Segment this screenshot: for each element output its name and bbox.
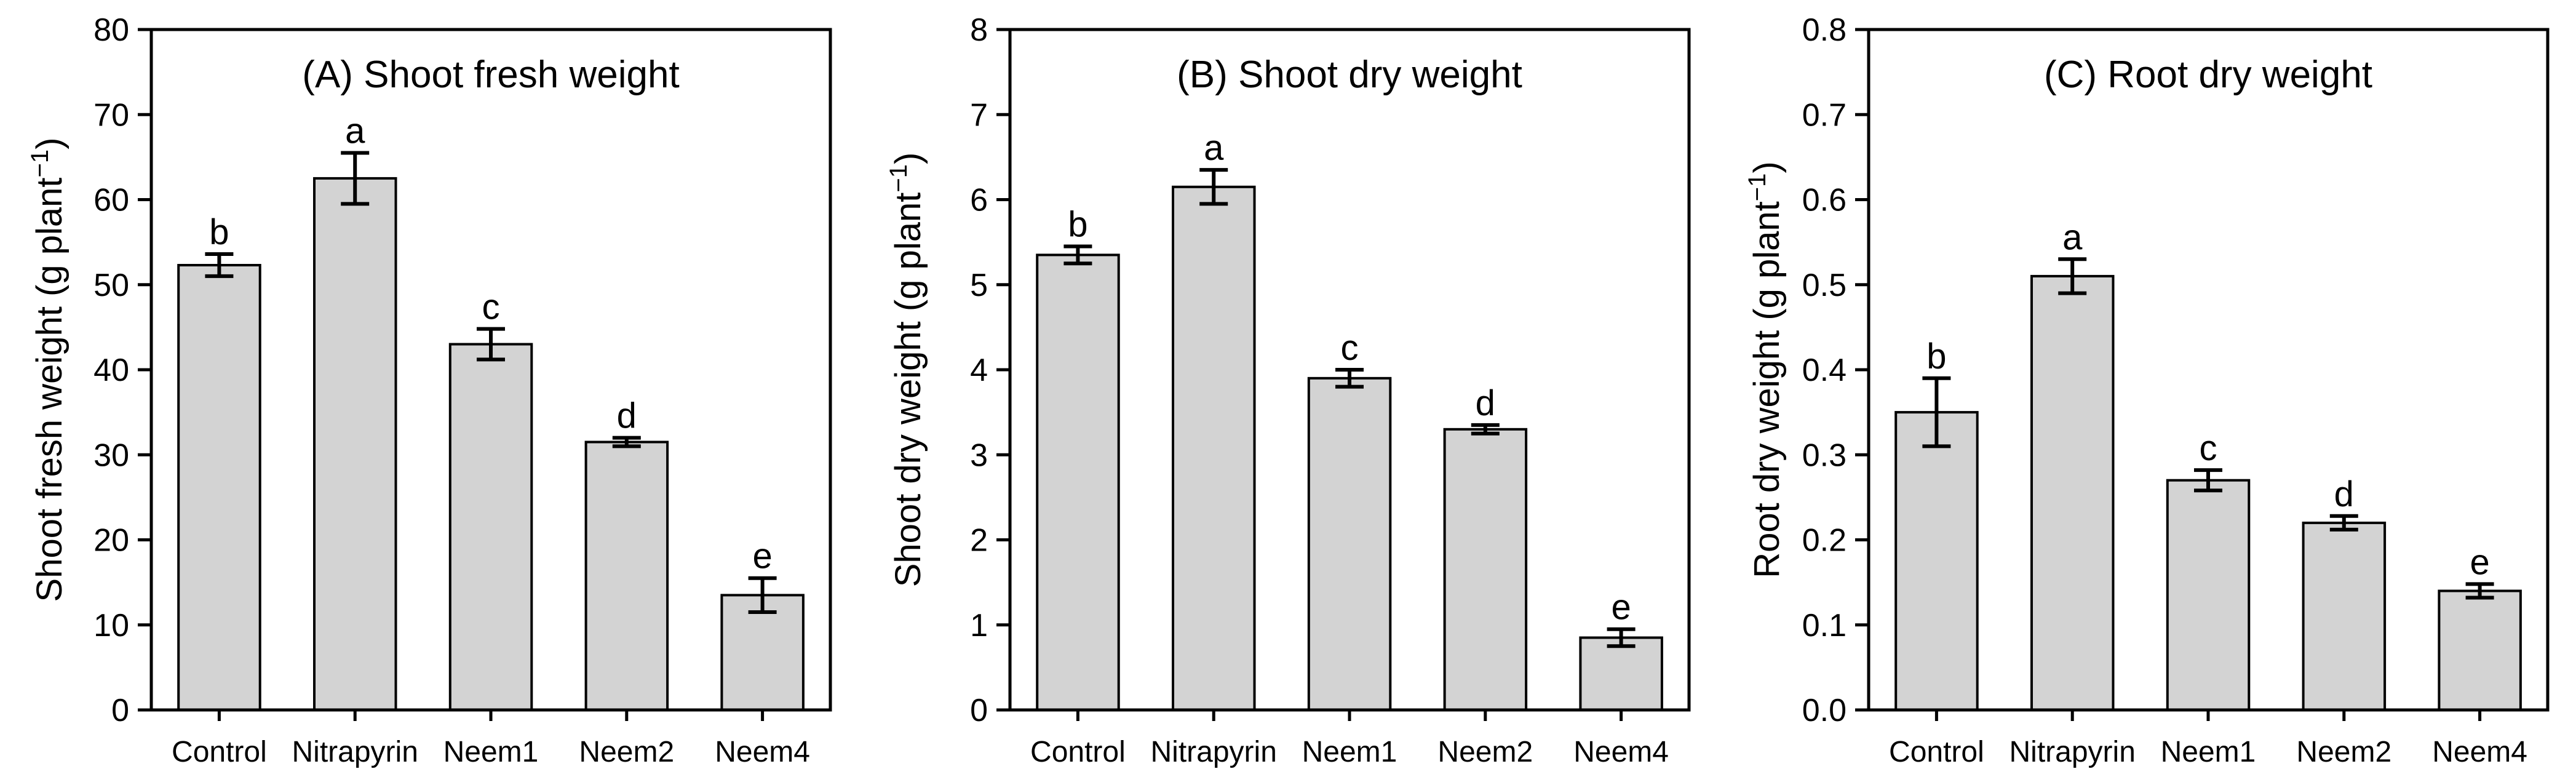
y-tick-label: 0: [111, 693, 129, 728]
x-category-label-control: Control: [172, 736, 267, 768]
bar-control: [1036, 253, 1120, 711]
y-tick-label: 3: [970, 437, 988, 473]
error-bar-neem2: [2329, 514, 2358, 532]
y-tick-label: 0.7: [1802, 97, 1847, 133]
y-tick-label: 2: [970, 523, 988, 559]
panel-c-chart: b Control a Nitrapyrin c Neem1 d Neem2 e Neem4 0.0…: [1717, 0, 2576, 777]
y-tick-label: 0.8: [1802, 12, 1847, 48]
panel-title: (C) Root dry weight: [2044, 54, 2372, 96]
y-tick-label: 80: [93, 12, 129, 48]
sig-letter-control: b: [1926, 337, 1946, 377]
panel-title: (B) Shoot dry weight: [1177, 54, 1522, 96]
y-tick-label: 0.4: [1802, 353, 1847, 388]
x-category-label-neem1: Neem1: [1302, 736, 1397, 768]
error-bar-neem1: [477, 327, 505, 362]
sig-letter-neem4: e: [1611, 588, 1631, 628]
bar-neem2: [584, 440, 669, 711]
bar-nitrapyrin: [2030, 274, 2115, 711]
error-bar-neem2: [1471, 423, 1500, 436]
y-axis-label: Shoot dry weight (g plant−1): [885, 153, 928, 588]
panel-a-chart: b Control a Nitrapyrin c Neem1 d Neem2 e Neem4 0 10…: [0, 0, 859, 777]
bar-neem1: [2166, 479, 2251, 711]
sig-letter-neem2: d: [617, 396, 637, 436]
error-bar-nitrapyrin: [341, 151, 370, 206]
y-tick-label: 1: [970, 608, 988, 644]
y-tick-label: 0.5: [1802, 268, 1847, 303]
panel-title: (A) Shoot fresh weight: [302, 54, 679, 96]
bar-nitrapyrin: [1172, 185, 1256, 711]
y-tick-label: 5: [970, 268, 988, 303]
error-bar-control: [1063, 244, 1092, 266]
error-bar-neem4: [748, 576, 777, 614]
x-category-label-neem4: Neem4: [1573, 736, 1669, 768]
sig-letter-neem1: c: [2200, 428, 2217, 468]
x-category-label-nitrapyrin: Nitrapyrin: [2010, 736, 2136, 768]
y-tick-label: 0.1: [1802, 608, 1847, 644]
sig-letter-nitrapyrin: a: [1204, 128, 1224, 168]
error-bar-nitrapyrin: [1199, 168, 1228, 206]
y-axis-label: Root dry weight (g plant−1): [1744, 161, 1787, 578]
error-bar-nitrapyrin: [2058, 257, 2087, 295]
bar-nitrapyrin: [313, 177, 397, 711]
x-category-label-neem2: Neem2: [579, 736, 674, 768]
error-bar-neem2: [612, 436, 641, 448]
sig-letter-neem2: d: [2334, 474, 2354, 514]
x-category-label-neem4: Neem4: [2432, 736, 2527, 768]
y-tick-label: 6: [970, 183, 988, 218]
bar-control: [1894, 411, 1979, 711]
y-tick-label: 60: [93, 183, 129, 218]
sig-letter-neem1: c: [1341, 328, 1359, 368]
y-tick-label: 0.3: [1802, 437, 1847, 473]
bar-neem2: [1443, 428, 1528, 711]
y-tick-label: 4: [970, 353, 988, 388]
sig-letter-neem4: e: [2470, 542, 2489, 582]
y-tick-label: 40: [93, 353, 129, 388]
error-bar-neem1: [1335, 368, 1364, 389]
x-category-label-nitrapyrin: Nitrapyrin: [292, 736, 418, 768]
x-category-label-nitrapyrin: Nitrapyrin: [1151, 736, 1277, 768]
bar-neem4: [1579, 636, 1663, 711]
bar-neem1: [448, 343, 533, 711]
bar-neem2: [2302, 521, 2387, 712]
y-axis-label: Shoot fresh weight (g plant−1): [26, 138, 70, 602]
error-bar-control: [1922, 376, 1951, 448]
x-category-label-control: Control: [1889, 736, 1984, 768]
y-tick-label: 0: [970, 693, 988, 728]
error-bar-neem4: [1607, 627, 1636, 648]
y-tick-label: 0.0: [1802, 693, 1847, 728]
sig-letter-neem4: e: [752, 536, 772, 576]
y-tick-label: 50: [93, 268, 129, 303]
sig-letter-control: b: [1068, 205, 1087, 245]
y-tick-label: 0.2: [1802, 523, 1847, 559]
y-tick-label: 7: [970, 97, 988, 133]
error-bar-neem1: [2194, 468, 2222, 493]
y-tick-label: 10: [93, 608, 129, 644]
x-category-label-neem1: Neem1: [443, 736, 539, 768]
x-category-label-neem2: Neem2: [1437, 736, 1533, 768]
x-category-label-control: Control: [1030, 736, 1126, 768]
x-category-label-neem1: Neem1: [2161, 736, 2256, 768]
sig-letter-neem2: d: [1476, 383, 1495, 423]
y-tick-label: 20: [93, 523, 129, 559]
panel-b-chart: b Control a Nitrapyrin c Neem1 d Neem2 e Neem4 0 1 2…: [859, 0, 1717, 777]
bar-neem4: [2438, 589, 2522, 711]
error-bar-neem4: [2465, 582, 2494, 600]
x-category-label-neem2: Neem2: [2296, 736, 2391, 768]
bar-control: [177, 264, 261, 711]
sig-letter-neem1: c: [482, 287, 500, 327]
sig-letter-nitrapyrin: a: [2062, 217, 2083, 257]
bar-neem1: [1307, 377, 1392, 711]
y-tick-label: 8: [970, 12, 988, 48]
error-bar-control: [205, 252, 234, 278]
sig-letter-control: b: [209, 212, 229, 252]
y-tick-label: 70: [93, 97, 129, 133]
y-tick-label: 30: [93, 437, 129, 473]
x-category-label-neem4: Neem4: [715, 736, 810, 768]
sig-letter-nitrapyrin: a: [345, 111, 365, 151]
y-tick-label: 0.6: [1802, 183, 1847, 218]
